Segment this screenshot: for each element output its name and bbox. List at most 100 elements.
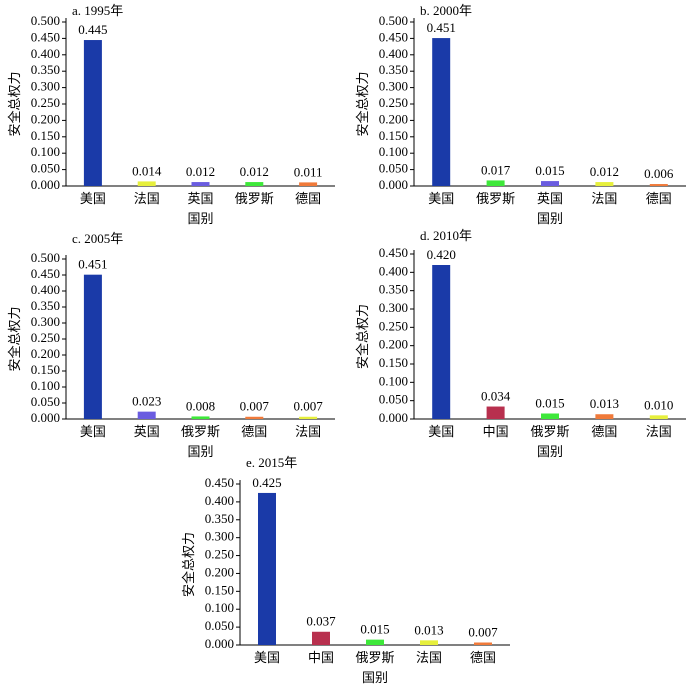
panel-title: e. 2015年 (246, 455, 297, 470)
bar (83, 40, 102, 186)
x-axis-label: 国别 (187, 211, 213, 226)
value-label: 0.012 (590, 164, 619, 179)
y-tick-label: 0.300 (205, 529, 234, 544)
x-tick-label: 美国 (80, 424, 106, 439)
x-tick-label: 美国 (428, 191, 454, 206)
bar (420, 640, 438, 645)
y-axis-label: 安全总权力 (355, 304, 370, 369)
bar (137, 411, 156, 419)
bar (312, 631, 330, 645)
y-tick-label: 0.500 (31, 250, 60, 265)
y-tick-label: 0.250 (379, 95, 408, 110)
y-tick-label: 0.200 (31, 111, 60, 126)
y-tick-label: 0.000 (31, 410, 60, 425)
y-tick-label: 0.400 (31, 282, 60, 297)
y-tick-label: 0.300 (379, 79, 408, 94)
y-tick-label: 0.450 (31, 266, 60, 281)
x-axis-label: 国别 (537, 444, 563, 459)
y-tick-label: 0.000 (205, 636, 234, 651)
y-tick-label: 0.100 (379, 144, 408, 159)
value-label: 0.425 (252, 475, 281, 490)
y-axis-label: 安全总权力 (7, 306, 22, 371)
x-tick-label: 德国 (241, 424, 267, 439)
bar (649, 415, 668, 419)
y-tick-label: 0.100 (379, 373, 408, 388)
value-label: 0.008 (186, 398, 215, 413)
y-tick-label: 0.050 (205, 618, 234, 633)
value-label: 0.015 (360, 622, 389, 637)
x-tick-label: 中国 (308, 650, 334, 665)
value-label: 0.445 (78, 22, 107, 37)
y-tick-label: 0.450 (379, 29, 408, 44)
x-tick-label: 法国 (416, 650, 442, 665)
panel-title: b. 2000年 (420, 3, 472, 18)
y-tick-label: 0.150 (379, 128, 408, 143)
x-axis-label: 国别 (537, 211, 563, 226)
y-tick-label: 0.250 (379, 318, 408, 333)
y-axis-label: 安全总权力 (7, 71, 22, 136)
x-tick-label: 俄罗斯 (530, 424, 569, 439)
bar (299, 182, 318, 186)
bar (366, 639, 384, 645)
value-label: 0.007 (240, 399, 270, 414)
bar (83, 274, 102, 419)
x-tick-label: 美国 (254, 650, 280, 665)
panel-title: d. 2010年 (420, 228, 472, 243)
value-label: 0.010 (644, 397, 673, 412)
value-label: 0.023 (132, 394, 161, 409)
y-tick-label: 0.200 (379, 111, 408, 126)
x-tick-label: 俄罗斯 (181, 424, 220, 439)
x-tick-label: 俄罗斯 (476, 191, 515, 206)
y-tick-label: 0.150 (31, 362, 60, 377)
bar (137, 181, 156, 186)
x-tick-label: 德国 (295, 191, 321, 206)
x-tick-label: 英国 (537, 191, 563, 206)
y-tick-label: 0.400 (379, 46, 408, 61)
value-label: 0.015 (535, 395, 564, 410)
bar (191, 182, 210, 186)
y-axis-label: 安全总权力 (181, 532, 196, 597)
y-tick-label: 0.000 (379, 177, 408, 192)
y-tick-label: 0.150 (31, 128, 60, 143)
bar (432, 265, 451, 419)
y-tick-label: 0.350 (379, 62, 408, 77)
y-tick-label: 0.150 (205, 582, 234, 597)
bar (474, 642, 492, 645)
x-tick-label: 俄罗斯 (235, 191, 274, 206)
x-tick-label: 法国 (295, 424, 321, 439)
x-tick-label: 俄罗斯 (355, 650, 394, 665)
y-tick-label: 0.350 (31, 298, 60, 313)
y-tick-label: 0.100 (31, 144, 60, 159)
y-tick-label: 0.000 (379, 410, 408, 425)
y-tick-label: 0.350 (379, 282, 408, 297)
value-label: 0.012 (186, 164, 215, 179)
y-tick-label: 0.450 (205, 475, 234, 490)
value-label: 0.014 (132, 163, 162, 178)
y-tick-label: 0.500 (379, 13, 408, 28)
bar (486, 406, 505, 419)
value-label: 0.420 (427, 247, 456, 262)
value-label: 0.037 (306, 614, 336, 629)
y-tick-label: 0.050 (379, 392, 408, 407)
bar (541, 413, 559, 419)
y-tick-label: 0.300 (31, 314, 60, 329)
value-label: 0.451 (78, 257, 107, 272)
x-tick-label: 美国 (428, 424, 454, 439)
y-tick-label: 0.450 (31, 29, 60, 44)
y-tick-label: 0.200 (31, 346, 60, 361)
bar (649, 184, 668, 186)
value-label: 0.012 (240, 164, 269, 179)
value-label: 0.007 (293, 399, 323, 414)
value-label: 0.011 (294, 164, 323, 179)
bar (486, 180, 505, 186)
y-tick-label: 0.000 (31, 177, 60, 192)
y-tick-label: 0.250 (31, 95, 60, 110)
x-tick-label: 法国 (591, 191, 617, 206)
y-tick-label: 0.200 (205, 564, 234, 579)
value-label: 0.451 (427, 20, 456, 35)
value-label: 0.034 (481, 389, 511, 404)
x-tick-label: 德国 (646, 191, 672, 206)
y-tick-label: 0.050 (379, 161, 408, 176)
